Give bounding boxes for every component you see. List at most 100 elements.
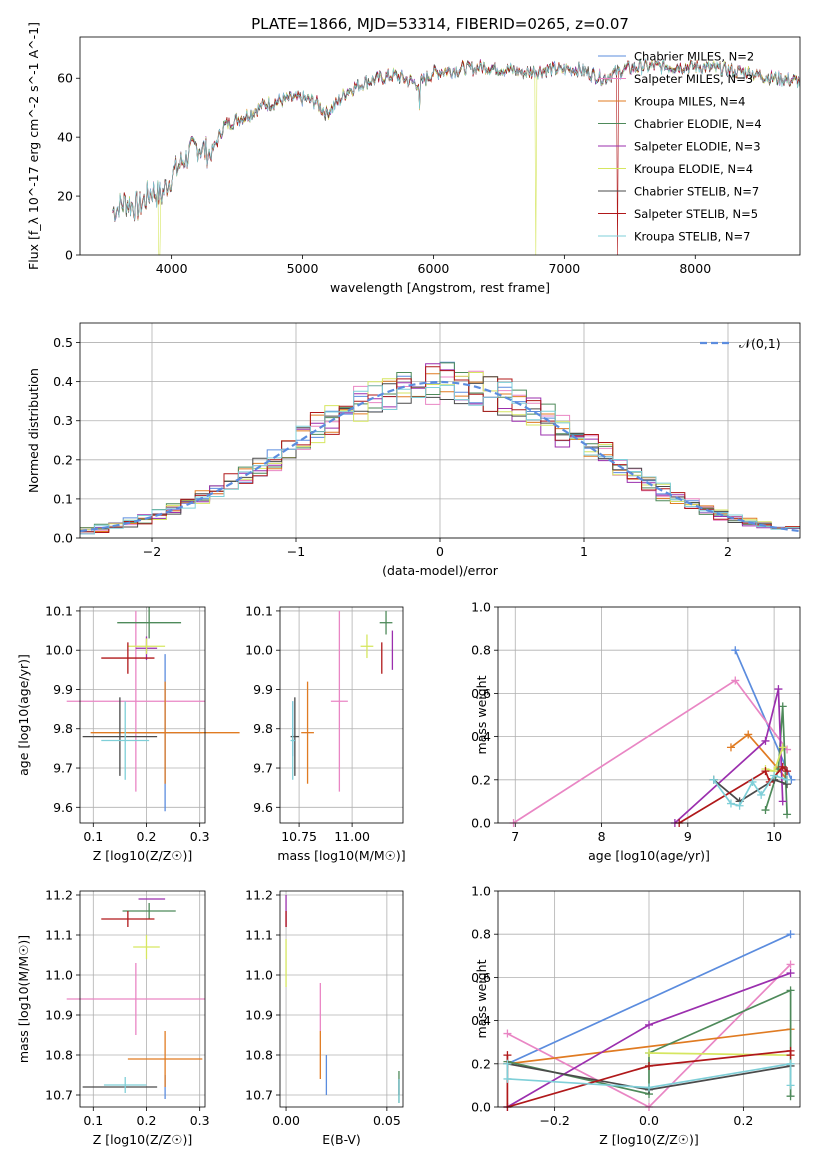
mass-weight-marker — [761, 806, 770, 815]
x-tick-label: 5000 — [287, 261, 319, 276]
x-tick-label: 2 — [724, 544, 732, 559]
x-tick-label: −0.2 — [539, 1113, 569, 1128]
x-tick-label: 7000 — [548, 261, 580, 276]
legend-entry: Kroupa MILES, N=4 — [634, 95, 746, 109]
mass-weight-marker — [783, 775, 792, 784]
x-tick-label: 0.2 — [137, 829, 157, 844]
y-tick-label: 11.2 — [245, 888, 273, 903]
y-axis-label: mass [log10(M/M☉)] — [16, 935, 31, 1063]
mass-weight-marker — [786, 986, 795, 995]
gaussian-reference-line — [79, 380, 801, 533]
mass-weight-line — [734, 649, 793, 781]
residual-histogram — [80, 372, 800, 531]
mass-weight-marker — [744, 730, 753, 739]
mass-weight-marker — [645, 1049, 653, 1057]
plot-age-vs-mass: 10.75 11.00 9.6 9.7 9.8 9.9 10.0 10.1 mass [log1… — [245, 603, 405, 863]
x-tick-label: 0.1 — [83, 829, 103, 844]
mass-weight-line — [513, 679, 788, 824]
y-tick-label: 10.8 — [45, 1048, 73, 1063]
y-tick-label: 10.9 — [45, 1008, 73, 1023]
plot-massweight-vs-age: 7 8 9 10 0.0 0.2 0.4 0.6 0.8 1.0 age [log10(age/yr… — [471, 600, 801, 863]
mass-weight-marker — [778, 743, 787, 752]
x-axis-label: mass [log10(M/M☉)] — [277, 848, 405, 863]
figure-title: PLATE=1866, MJD=53314, FIBERID=0265, z=0… — [251, 15, 629, 33]
plot-age-vs-Z: 0.1 0.2 0.3 9.6 9.7 9.8 9.9 10.0 10.1 Z [log10(Z/… — [16, 603, 240, 863]
axes-frame — [79, 322, 801, 539]
plot-mass-vs-Z: 0.1 0.2 0.3 10.7 10.8 10.9 11.0 11.1 11.2 Z [log1… — [16, 888, 210, 1148]
mass-weight-marker — [735, 801, 744, 810]
mass-weight-marker — [709, 775, 718, 784]
x-axis-label: Z [log10(Z/Z☉)] — [599, 1132, 699, 1147]
x-tick-label: −1 — [287, 544, 305, 559]
x-tick-label: 0.2 — [137, 1113, 157, 1128]
mass-weight-line — [730, 733, 788, 781]
mass-weight-marker — [731, 646, 740, 655]
x-tick-label: 4000 — [156, 261, 188, 276]
axes-frame — [79, 36, 801, 256]
spectrum-line — [112, 59, 800, 256]
spectrum-line — [112, 58, 800, 222]
y-tick-label: 0.3 — [53, 413, 73, 428]
x-tick-label: 1 — [580, 544, 588, 559]
mass-weight-marker — [783, 767, 792, 776]
x-axis-label: E(B-V) — [322, 1132, 361, 1147]
y-tick-label: 11.0 — [45, 968, 73, 983]
mass-weight-marker — [503, 1051, 512, 1060]
y-tick-label: 0.0 — [471, 816, 491, 831]
y-axis-label: age [log10(age/yr)] — [16, 654, 31, 776]
axes-frame — [79, 606, 206, 824]
mass-weight-marker — [645, 1083, 653, 1092]
x-tick-label: 0 — [436, 544, 444, 559]
mass-weight-marker — [774, 685, 783, 694]
mass-weight-marker — [503, 1074, 512, 1083]
y-tick-label: 9.7 — [53, 761, 73, 776]
y-tick-label: 0.4 — [471, 729, 491, 744]
mass-weight-marker — [778, 762, 787, 771]
x-tick-label: 0.05 — [373, 1113, 401, 1128]
legend-entry: Kroupa ELODIE, N=4 — [634, 162, 753, 176]
mass-weight-marker — [761, 736, 770, 745]
y-tick-label: 0.4 — [53, 374, 73, 389]
y-tick-label: 11.2 — [45, 888, 73, 903]
y-tick-label: 0.2 — [471, 772, 491, 787]
x-tick-label: 0.00 — [272, 1113, 300, 1128]
x-tick-label: 10.75 — [281, 829, 317, 844]
x-tick-label: 10 — [766, 829, 782, 844]
y-tick-label: 9.9 — [53, 682, 73, 697]
legend-entry: Salpeter STELIB, N=5 — [634, 207, 758, 221]
x-tick-label: 0.0 — [639, 1113, 659, 1128]
mass-weight-marker — [731, 676, 740, 685]
mass-weight-marker — [786, 1092, 795, 1101]
plot-spectrum: 4000 5000 6000 7000 8000 0 20 40 60 wavelength [A… — [26, 22, 801, 295]
y-tick-label: 10.0 — [45, 643, 73, 658]
y-tick-label: 60 — [57, 71, 73, 86]
mass-weight-marker — [726, 799, 735, 808]
plot-massweight-vs-Z: −0.2 0.0 0.2 0.0 0.2 0.4 0.6 0.8 1.0 Z [log10(Z/Z… — [471, 884, 801, 1147]
mass-weight-line — [713, 778, 788, 803]
legend-entry: Salpeter MILES, N=3 — [634, 72, 753, 86]
legend-entry: Salpeter ELODIE, N=3 — [634, 140, 761, 154]
x-axis-label: Z [log10(Z/Z☉)] — [93, 1132, 193, 1147]
y-tick-label: 0.2 — [471, 1056, 491, 1071]
mass-weight-marker — [645, 1061, 653, 1070]
y-axis-label: mass weight — [474, 959, 489, 1038]
y-tick-label: 0.1 — [53, 491, 73, 506]
y-tick-label: 10.7 — [245, 1088, 273, 1103]
axes-frame — [279, 890, 404, 1108]
y-tick-label: 0.8 — [471, 643, 491, 658]
y-tick-label: 10.8 — [245, 1048, 273, 1063]
mass-weight-marker — [786, 1059, 795, 1068]
y-tick-label: 9.9 — [253, 682, 273, 697]
y-tick-label: 10.9 — [245, 1008, 273, 1023]
y-tick-label: 10.1 — [245, 603, 273, 618]
mass-weight-marker — [778, 702, 787, 711]
x-tick-label: 9 — [684, 829, 692, 844]
mass-weight-marker — [786, 930, 795, 939]
mass-weight-marker — [503, 1059, 512, 1068]
x-tick-label: 0.3 — [190, 1113, 210, 1128]
x-axis-label: (data-model)/error — [382, 563, 499, 578]
y-tick-label: 0.0 — [53, 531, 73, 546]
mass-weight-marker — [786, 1081, 795, 1090]
y-tick-label: 11.1 — [245, 928, 273, 943]
